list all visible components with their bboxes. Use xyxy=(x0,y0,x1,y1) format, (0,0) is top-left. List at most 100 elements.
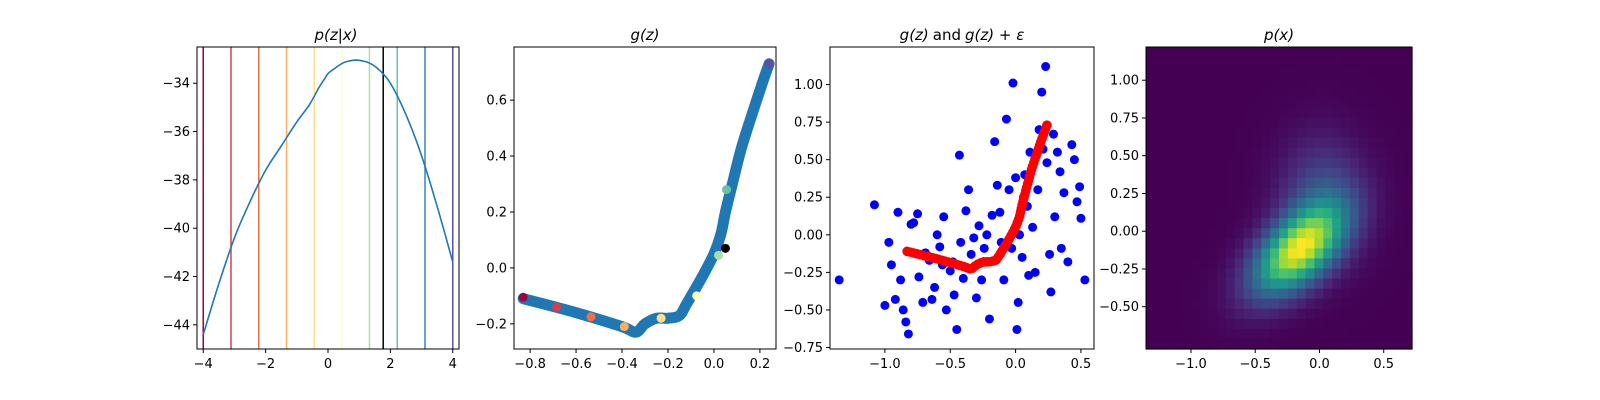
density-cell xyxy=(1332,298,1342,310)
density-cell xyxy=(1208,47,1218,58)
noisy-sample-point xyxy=(914,272,924,282)
density-cell xyxy=(1172,127,1183,139)
density-cell xyxy=(1208,268,1218,280)
density-cell xyxy=(1296,77,1307,88)
density-cell xyxy=(1385,117,1395,129)
density-cell xyxy=(1314,187,1324,199)
noisy-sample-point xyxy=(977,275,987,285)
density-cell xyxy=(1225,167,1236,179)
density-cell xyxy=(1163,67,1174,78)
generator-noise-xtick-label: −1.0 xyxy=(869,357,901,372)
density-cell xyxy=(1332,268,1342,280)
density-ytick-label: 1.00 xyxy=(1110,74,1139,89)
density-cell xyxy=(1376,208,1386,219)
density-cell xyxy=(1403,198,1413,209)
density-cell xyxy=(1403,47,1413,58)
density-cell xyxy=(1190,218,1200,229)
density-cell xyxy=(1225,248,1236,259)
density-cell xyxy=(1305,117,1316,129)
density-cell xyxy=(1376,228,1386,239)
density-cell xyxy=(1367,107,1378,119)
density-cell xyxy=(1323,187,1333,199)
density-cell xyxy=(1261,107,1271,119)
density-cell xyxy=(1323,268,1333,280)
density-cell xyxy=(1394,157,1404,169)
density-cell xyxy=(1163,268,1174,280)
density-cell xyxy=(1243,228,1253,239)
density-cell xyxy=(1270,47,1280,58)
density-cell xyxy=(1376,57,1386,68)
density-cell xyxy=(1385,308,1395,320)
density-cell xyxy=(1296,288,1307,300)
noisy-sample-point xyxy=(935,242,945,252)
density-cell xyxy=(1279,278,1289,290)
density-cell xyxy=(1172,298,1183,310)
density-cell xyxy=(1208,97,1218,108)
density-cell xyxy=(1216,318,1227,330)
density-cell xyxy=(1376,328,1386,340)
noisy-sample-point xyxy=(901,317,911,327)
density-cell xyxy=(1385,107,1395,119)
density-cell xyxy=(1358,258,1369,270)
density-cell xyxy=(1296,117,1307,129)
density-cell xyxy=(1367,177,1378,189)
noisy-sample-point xyxy=(930,282,940,292)
latent-sample-marker xyxy=(586,312,596,322)
density-cell xyxy=(1385,218,1395,229)
density-cell xyxy=(1261,318,1271,330)
density-cell xyxy=(1314,57,1324,68)
density-cell xyxy=(1376,87,1386,98)
density-cell xyxy=(1154,328,1165,340)
density-cell xyxy=(1199,308,1209,320)
density-cell xyxy=(1270,187,1280,199)
density-cell xyxy=(1314,208,1324,219)
density-cell xyxy=(1225,117,1236,129)
density-cell xyxy=(1181,117,1191,129)
density-cell xyxy=(1367,157,1378,169)
density-cell xyxy=(1279,308,1289,320)
density-cell xyxy=(1287,318,1298,330)
density-cell xyxy=(1163,318,1174,330)
density-cell xyxy=(1154,268,1165,280)
density-cell xyxy=(1216,57,1227,68)
density-cell xyxy=(1349,177,1360,189)
density-cell xyxy=(1403,177,1413,189)
density-cell xyxy=(1216,298,1227,310)
density-cell xyxy=(1367,298,1378,310)
density-cell xyxy=(1358,167,1369,179)
density-cell xyxy=(1287,228,1298,239)
density-cell xyxy=(1323,177,1333,189)
density-cell xyxy=(1225,328,1236,340)
density-cell xyxy=(1385,47,1395,58)
density-cell xyxy=(1367,198,1378,209)
density-cell xyxy=(1287,298,1298,310)
density-cell xyxy=(1146,67,1156,78)
density-cell xyxy=(1172,137,1183,149)
density-cell xyxy=(1270,97,1280,108)
density-cell xyxy=(1190,87,1200,98)
density-cell xyxy=(1199,157,1209,169)
density-cell xyxy=(1216,127,1227,139)
density-cell xyxy=(1181,87,1191,98)
density-cell xyxy=(1332,87,1342,98)
density-cell xyxy=(1385,298,1395,310)
density-cell xyxy=(1190,187,1200,199)
density-cell xyxy=(1403,87,1413,98)
density-cell xyxy=(1252,117,1262,129)
density-cell xyxy=(1332,238,1342,249)
density-cell xyxy=(1323,328,1333,340)
density-cell xyxy=(1314,107,1324,119)
density-cell xyxy=(1190,167,1200,179)
noisy-sample-point xyxy=(1013,297,1023,307)
density-cell xyxy=(1199,137,1209,149)
density-cell xyxy=(1287,258,1298,270)
density-cell xyxy=(1225,198,1236,209)
density-cell xyxy=(1296,258,1307,270)
density-cell xyxy=(1234,278,1245,290)
noisy-sample-point xyxy=(990,137,1000,147)
generator-noise-ytick-label: −0.75 xyxy=(783,341,823,356)
density-cell xyxy=(1341,187,1351,199)
density-cell xyxy=(1403,147,1413,159)
density-cell xyxy=(1358,87,1369,98)
density-cell xyxy=(1403,187,1413,199)
